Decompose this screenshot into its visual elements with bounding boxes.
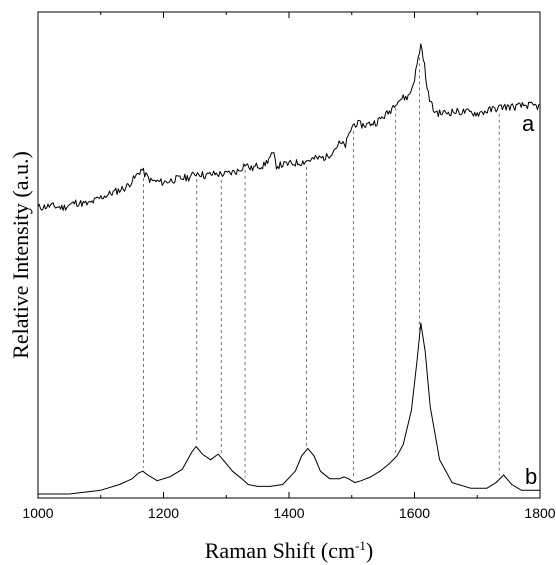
y-axis-title: Relative Intensity (a.u.) [8, 151, 33, 359]
x-axis-title: Raman Shift (cm-1) [205, 538, 373, 563]
x-axis-title-superscript: -1 [355, 538, 366, 553]
tick-group [37, 12, 541, 498]
x-tick-label: 1400 [273, 505, 304, 521]
tick-label-group: 1000 1200 1400 1600 1800 [22, 505, 555, 521]
x-axis-title-close: ) [366, 538, 373, 563]
series-group [37, 43, 541, 495]
peak-marker-group [143, 57, 500, 478]
x-tick-label: 1600 [399, 505, 430, 521]
x-tick-label: 1800 [524, 505, 555, 521]
plot-frame [37, 11, 541, 499]
trace-label-a: a [522, 111, 535, 136]
series-b-line [38, 322, 540, 495]
x-axis-title-main: Raman Shift (cm [205, 538, 355, 563]
x-tick-label: 1200 [148, 505, 179, 521]
series-a-line [37, 43, 541, 211]
trace-label-b: b [525, 464, 537, 489]
x-tick-label: 1000 [22, 505, 53, 521]
